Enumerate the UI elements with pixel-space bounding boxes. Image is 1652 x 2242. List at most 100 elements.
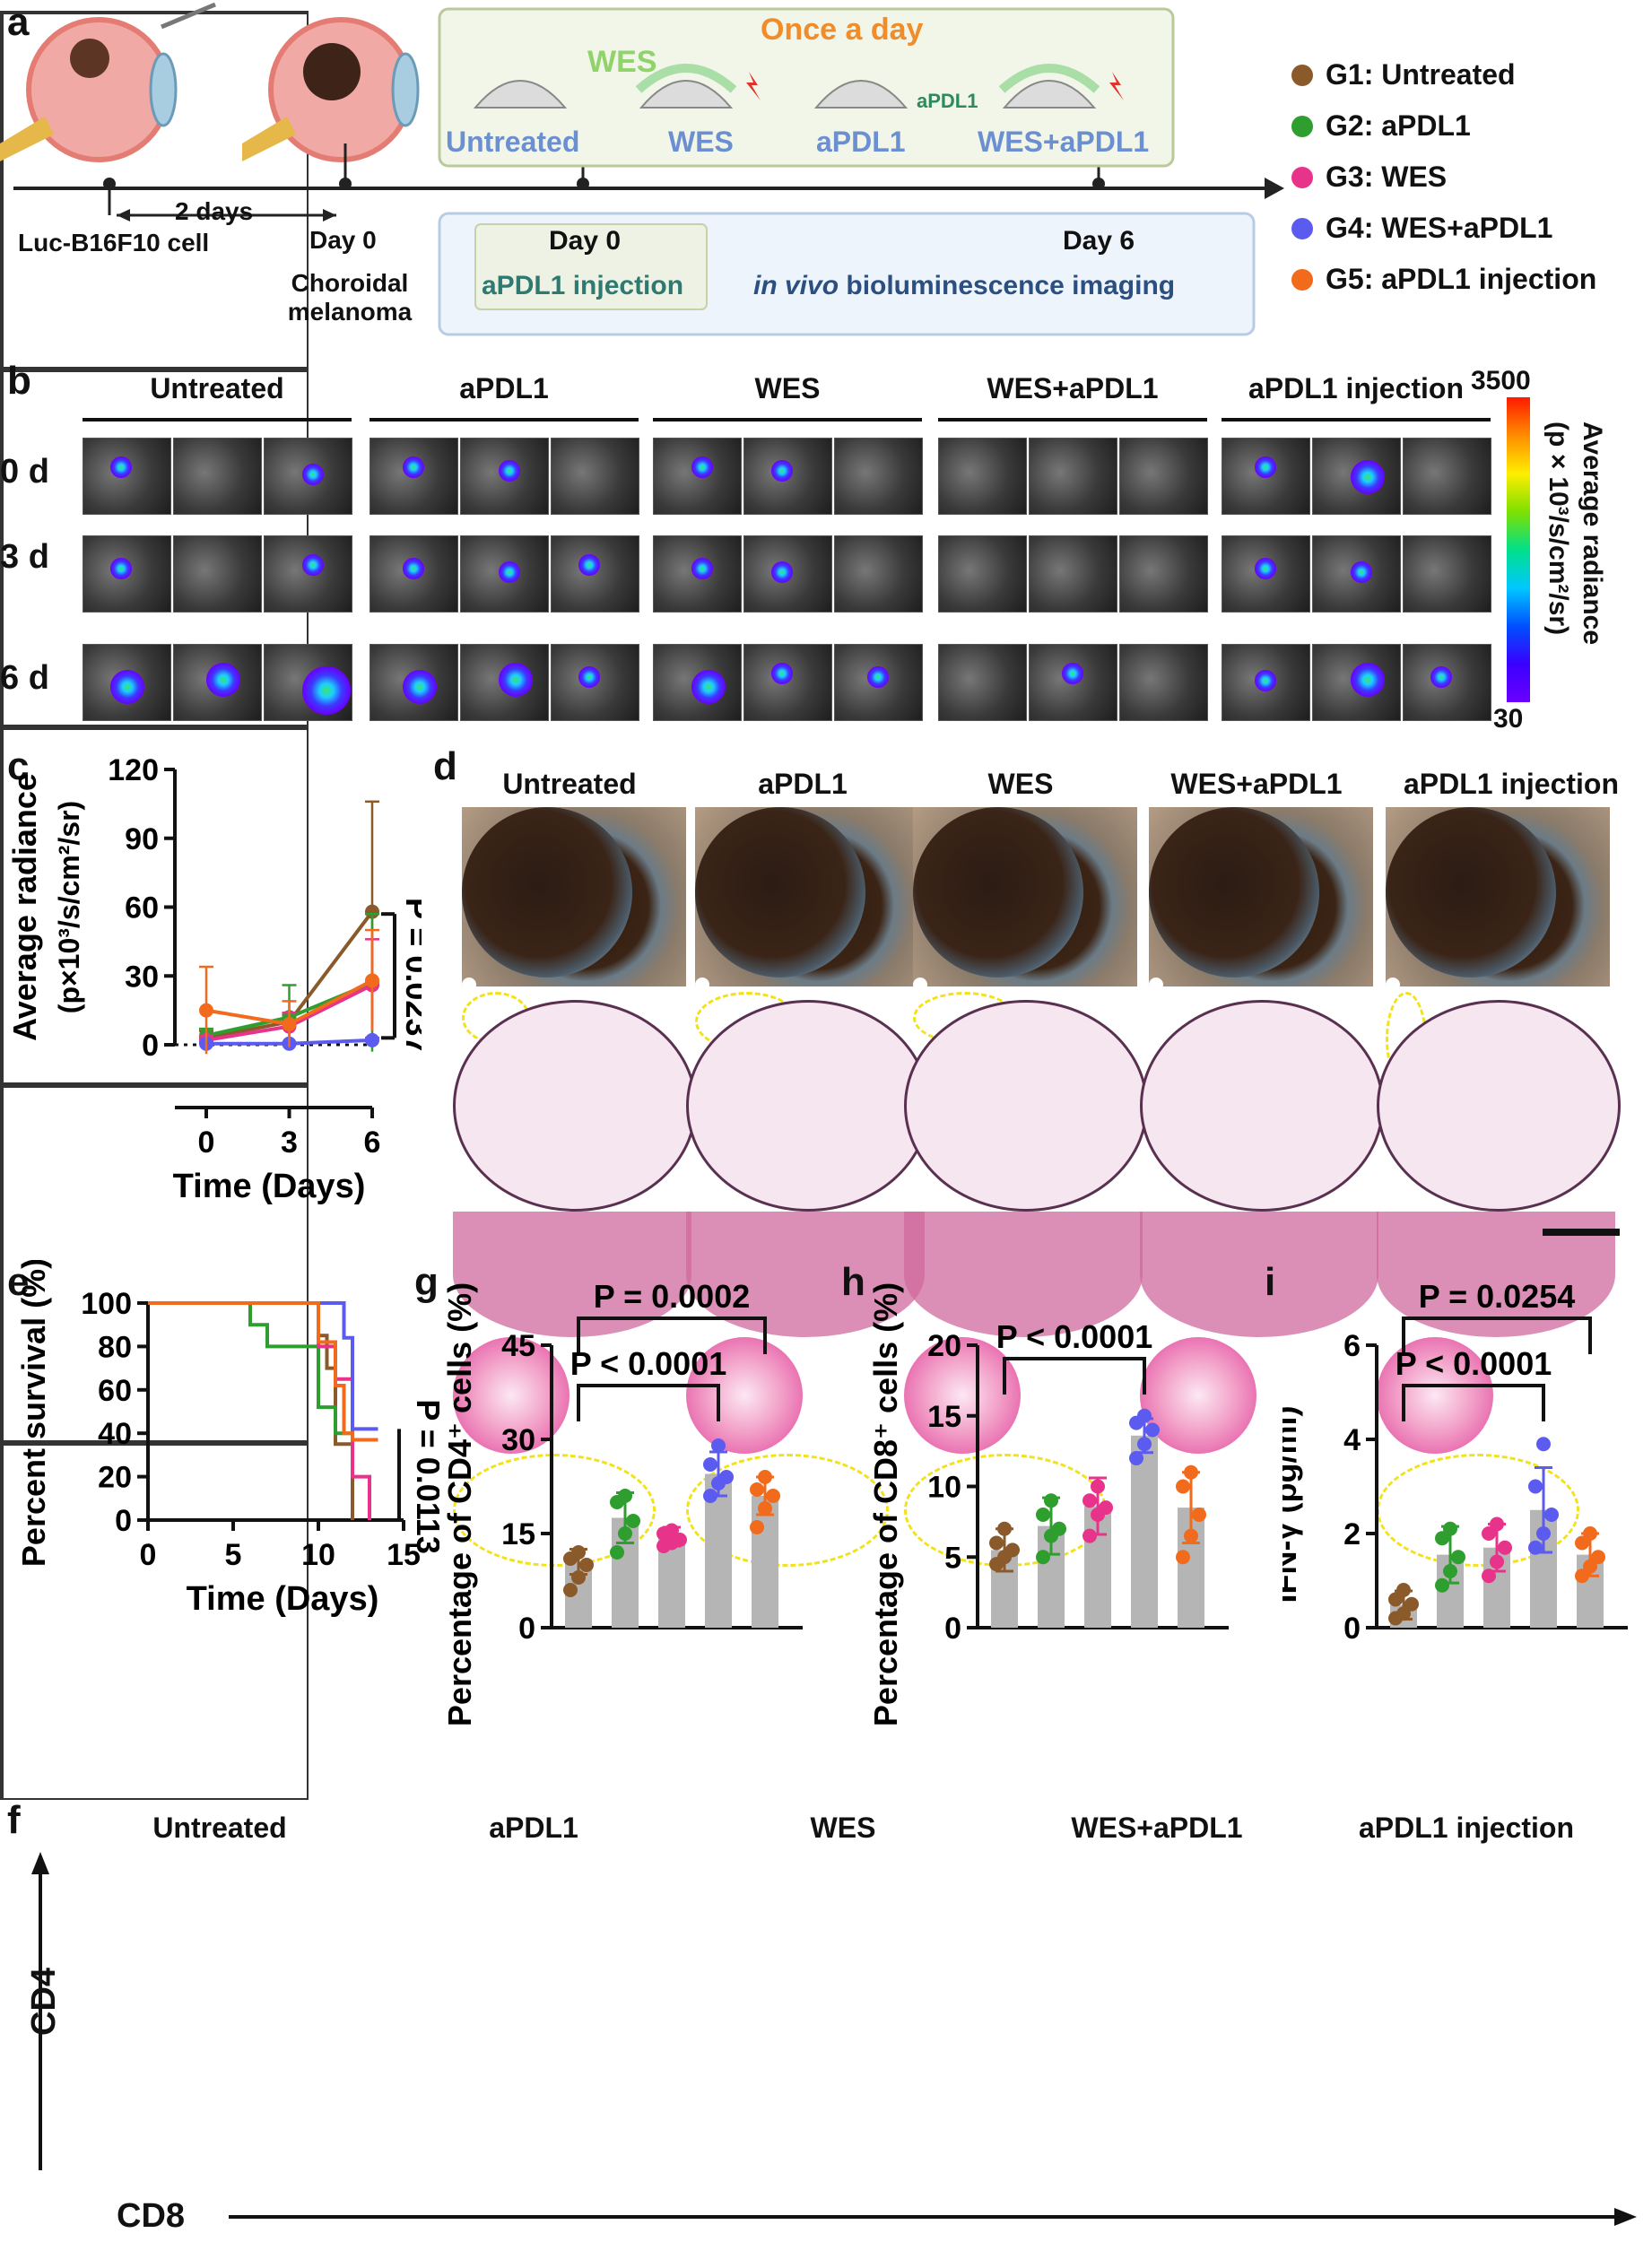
b-group-label: Untreated: [150, 372, 284, 404]
eye-photo: [462, 807, 686, 1044]
p-value: P = 0.0237: [399, 898, 422, 1055]
bli-image: [173, 438, 262, 515]
data-point: [1082, 1528, 1097, 1543]
b-group-label: WES+aPDL1: [987, 372, 1159, 404]
data-point: [1044, 1493, 1058, 1508]
eye-photo: [695, 807, 919, 1051]
imaging-label: in vivo bioluminescence imaging: [753, 271, 1176, 300]
signal-blob: [1255, 670, 1276, 691]
p-value: P = 0.0113: [410, 1399, 439, 1554]
flow-x-axis-label: CD8: [117, 2197, 186, 2235]
data-point: [1145, 1422, 1160, 1438]
tumor-tissue: [1140, 1212, 1378, 1337]
data-point: [665, 1523, 679, 1538]
bli-image: [1312, 535, 1401, 613]
bar: [752, 1496, 778, 1628]
data-point: [1184, 1528, 1198, 1543]
globe: [686, 1000, 930, 1212]
signal-blob: [1255, 558, 1276, 579]
bli-image: [173, 644, 262, 721]
iris: [462, 807, 632, 978]
bli-image: [551, 644, 639, 721]
data-point: [618, 1526, 632, 1541]
data-point: [571, 1545, 586, 1560]
sig-bracket: [1402, 1384, 1545, 1421]
data-point: [1052, 1521, 1066, 1536]
data-point: [1591, 1550, 1605, 1565]
gate-line-v: [2, 1088, 4, 1440]
gate-line-v: [2, 1446, 4, 1798]
data-point: [750, 1520, 764, 1534]
x-tick-label: 15: [387, 1538, 421, 1572]
data-point: [1091, 1479, 1105, 1494]
highlight: [1386, 978, 1400, 992]
legend-dot: [1291, 115, 1313, 137]
bli-image: [370, 535, 458, 613]
d-group-label: aPDL1 injection: [1403, 768, 1620, 800]
data-point: [563, 1583, 578, 1597]
data-point: [989, 1535, 1004, 1551]
bli-image: [1222, 535, 1310, 613]
signal-blob: [771, 663, 793, 684]
p-value: P = 0.0254: [1419, 1278, 1576, 1315]
sig-bracket: [1003, 1357, 1146, 1395]
y-tick-label: 120: [108, 753, 159, 787]
d-group-label: WES: [987, 768, 1054, 800]
lens: [1377, 1337, 1493, 1454]
bli-image: [1222, 438, 1310, 515]
eye-illustration-1: [0, 2, 216, 162]
globe: [1140, 1000, 1384, 1212]
data-point: [1176, 1479, 1190, 1494]
y-axis-unit: (p×10³/s/cm²/sr): [53, 801, 85, 1013]
x-tick-label: 3: [281, 1125, 298, 1160]
bli-image: [460, 535, 549, 613]
panel-a-schematic: [0, 2, 1284, 336]
p-value: P < 0.0001: [570, 1345, 727, 1382]
bli-image: [551, 535, 639, 613]
bli-image: [83, 644, 171, 721]
bli-image: [1312, 438, 1401, 515]
data-point: [711, 1438, 726, 1453]
injection-label: aPDL1 injection: [482, 271, 684, 300]
f-group-label: aPDL1: [489, 1812, 578, 1844]
b-row-label: 3 d: [0, 538, 49, 576]
y-axis-title: Percentage of CD8⁺ cells (%): [867, 1282, 904, 1726]
flow-plot: Q120.5Q38.6: [0, 1442, 309, 1800]
y-tick-label: 80: [98, 1330, 132, 1364]
data-point: [1575, 1569, 1589, 1584]
data-point: [750, 1482, 764, 1497]
panel-label-c: c: [7, 744, 30, 788]
y-tick-label: 100: [81, 1287, 132, 1321]
data-point: [365, 1032, 379, 1047]
y-tick-label: 20: [98, 1461, 132, 1495]
signal-blob: [1351, 460, 1385, 494]
cell-label: Luc-B16F10 cell: [18, 229, 210, 256]
data-point: [1404, 1596, 1419, 1612]
signal-blob: [206, 663, 240, 697]
bli-image: [1312, 644, 1401, 721]
bar: [1131, 1435, 1158, 1628]
chart-h-cd8: 0 5 10 15 20 Percentage of CD8⁺ cells (%) P < …: [867, 1282, 1229, 1726]
bli-image: [938, 535, 1027, 613]
data-point: [1528, 1540, 1543, 1555]
legend-dot: [1291, 268, 1313, 291]
y-tick-label: 60: [98, 1374, 132, 1408]
highlight: [462, 978, 476, 992]
bli-image: [1403, 644, 1491, 721]
sig-bracket: [1402, 1317, 1592, 1354]
data-point: [1435, 1531, 1449, 1546]
bli-image: [1119, 644, 1208, 721]
bli-image: [653, 535, 742, 613]
b-row-label: 6 d: [0, 659, 49, 697]
bli-image: [834, 438, 923, 515]
timeline-day0: Day 0: [549, 226, 622, 256]
signal-blob: [110, 456, 132, 478]
bli-image: [1119, 535, 1208, 613]
interval-label: 2 days: [175, 197, 254, 225]
legend-item: G4: WES+aPDL1: [1291, 203, 1596, 254]
bli-image: [1403, 438, 1491, 515]
y-tick-label: 40: [98, 1417, 132, 1451]
data-point: [1498, 1540, 1512, 1555]
panel-label-f: f: [7, 1798, 21, 1842]
treatment-apdl1: aPDL1: [816, 126, 906, 158]
